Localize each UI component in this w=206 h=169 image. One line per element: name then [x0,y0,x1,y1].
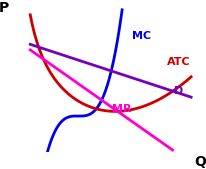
Text: MC: MC [131,31,150,41]
Text: P: P [0,1,9,15]
Text: D: D [174,86,183,96]
Text: MR: MR [111,104,130,114]
Text: ATC: ATC [166,57,190,67]
Text: Q: Q [193,155,205,169]
